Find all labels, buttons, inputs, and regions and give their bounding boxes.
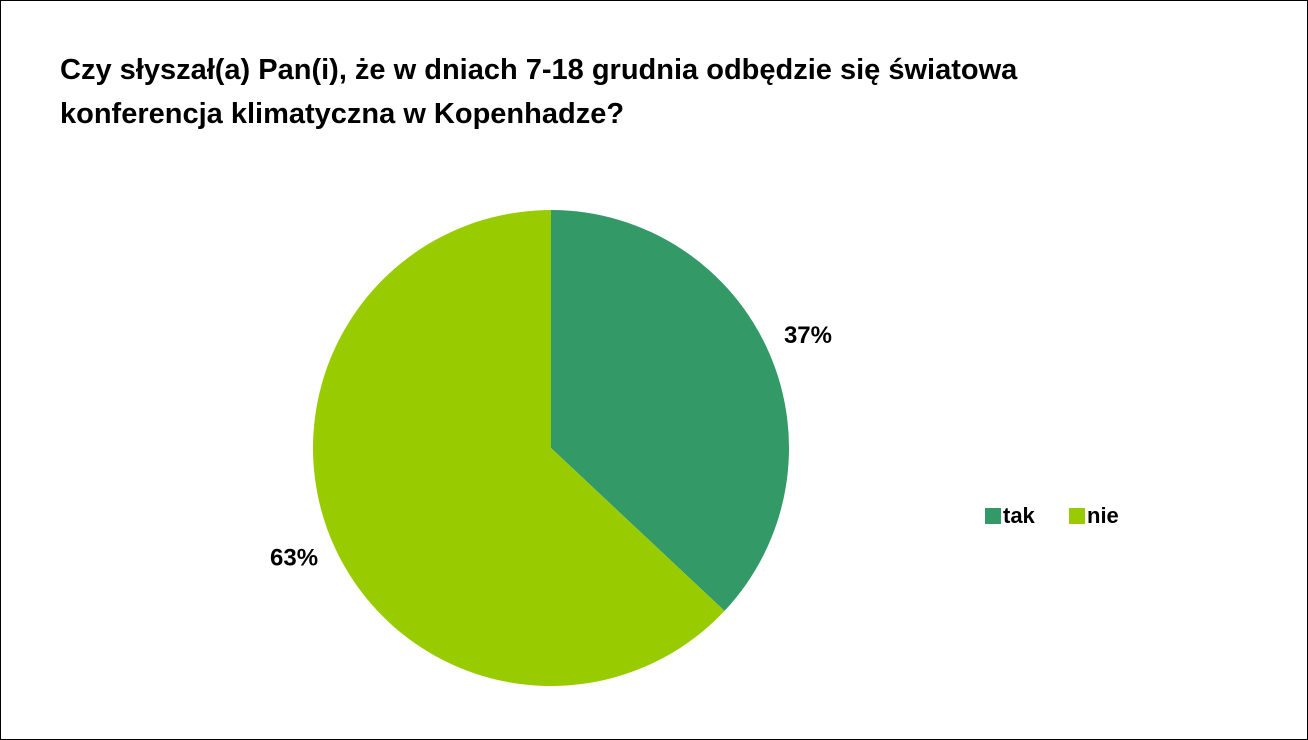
legend-label: tak [1003, 503, 1036, 528]
legend-swatch [985, 508, 1001, 524]
pie-slice [551, 210, 790, 611]
data-label: 63% [270, 545, 318, 572]
chart-title: Czy słyszał(a) Pan(i), że w dniach 7-18 … [60, 54, 1018, 130]
legend-label: nie [1087, 503, 1119, 528]
legend-swatch [1069, 508, 1085, 524]
data-label: 37% [784, 322, 832, 349]
pie-slice [313, 210, 725, 686]
